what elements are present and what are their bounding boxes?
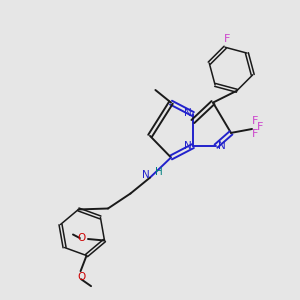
Text: N: N (142, 170, 149, 180)
Text: O: O (78, 233, 86, 243)
Text: F: F (252, 129, 258, 139)
Text: F: F (257, 122, 263, 132)
Text: N: N (184, 141, 191, 151)
Text: H: H (154, 167, 162, 177)
Text: F: F (224, 34, 230, 44)
Text: O: O (77, 272, 85, 282)
Text: N: N (184, 108, 191, 118)
Text: F: F (252, 116, 258, 126)
Text: N: N (218, 141, 225, 151)
